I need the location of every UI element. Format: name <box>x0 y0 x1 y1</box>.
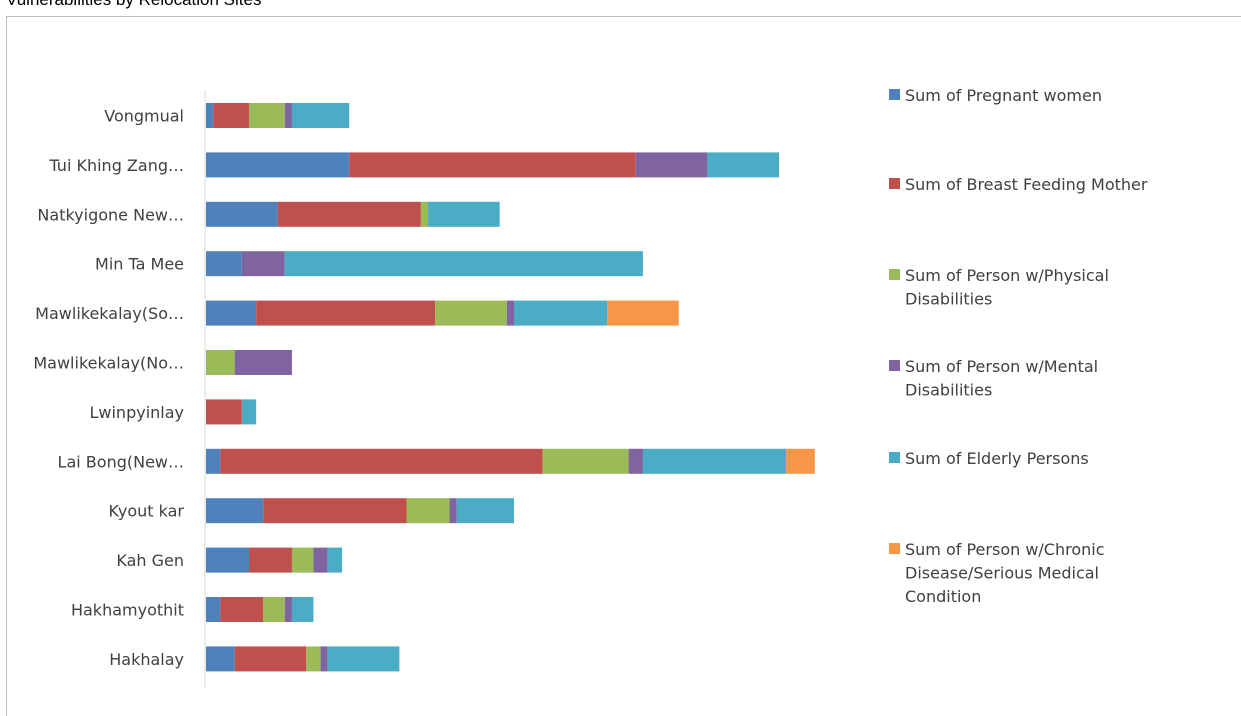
bar-segment <box>349 152 636 178</box>
bar-segment <box>206 399 242 425</box>
legend-swatch <box>889 89 900 100</box>
bar-segment <box>248 103 285 128</box>
bar-segment <box>306 646 321 672</box>
category-label: Kah Gen <box>116 551 184 570</box>
bar-segment <box>206 152 350 178</box>
bar-segment <box>628 448 643 474</box>
legend-swatch <box>889 269 900 280</box>
bar-segment <box>206 597 221 622</box>
bar-segment <box>542 448 629 474</box>
category-label: Lwinpyinlay <box>89 403 184 422</box>
legend-label: Sum of Pregnant women <box>905 86 1102 105</box>
bar-segment <box>206 547 249 573</box>
bar-segment <box>428 201 500 227</box>
category-labels-group: Vongmual Tui Khing Zang… Natkyigone New… Mi… <box>33 107 184 669</box>
bar-segment <box>234 350 292 375</box>
bar-segment <box>291 597 314 622</box>
bar-segment <box>220 448 543 474</box>
bar-segment <box>327 646 400 672</box>
bar-segment <box>241 399 257 425</box>
bar-segment <box>506 300 514 326</box>
bar-segment <box>635 152 708 178</box>
bar-segment <box>313 547 328 573</box>
bar-segment <box>435 300 507 326</box>
bar-segment <box>456 498 514 524</box>
category-label: Hakhalay <box>109 650 184 669</box>
legend-label: Sum of Breast Feeding Mother <box>905 175 1148 194</box>
bar-segment <box>206 300 257 326</box>
legend-swatch <box>889 178 900 189</box>
bar-segment <box>284 251 643 277</box>
category-label: Kyout kar <box>109 502 185 521</box>
bar-segment <box>241 251 285 277</box>
bars-group <box>206 103 815 672</box>
category-label: Hakhamyothit <box>71 601 184 620</box>
bar-segment <box>449 498 457 524</box>
bar-segment <box>256 300 436 326</box>
bar-segment <box>420 201 429 227</box>
bar-segment <box>284 103 292 128</box>
category-label: Vongmual <box>104 107 184 126</box>
category-label: Mawlikekalay(No… <box>33 354 184 373</box>
bar-segment <box>234 646 307 672</box>
bar-segment <box>248 547 292 573</box>
bar-segment <box>642 448 787 474</box>
bar-segment <box>206 646 235 672</box>
category-label: Min Ta Mee <box>95 255 184 274</box>
category-label: Mawlikekalay(So… <box>35 304 184 323</box>
legend-label: Sum of Person w/Chronic Disease/Serious M… <box>905 540 1105 606</box>
bar-segment <box>786 448 815 474</box>
bar-segment <box>406 498 450 524</box>
legend: Sum of Pregnant women Sum of Breast Feedi… <box>889 86 1148 606</box>
category-label: Lai Bong(New… <box>58 452 184 471</box>
bar-segment <box>291 103 350 128</box>
bar-segment <box>206 201 278 227</box>
bar-segment <box>284 597 292 622</box>
bar-segment <box>213 103 249 128</box>
bar-segment <box>320 646 328 672</box>
bar-segment <box>327 547 343 573</box>
bar-segment <box>206 498 264 524</box>
bar-segment <box>220 597 264 622</box>
bar-segment <box>277 201 421 227</box>
bar-segment <box>206 350 235 375</box>
bar-segment <box>206 103 214 128</box>
bar-segment <box>206 448 221 474</box>
legend-label: Sum of Person w/Physical Disabilities <box>905 266 1109 309</box>
legend-swatch <box>889 543 900 554</box>
bar-segment <box>206 251 242 277</box>
bar-segment <box>514 300 608 326</box>
chart-frame <box>6 16 1241 716</box>
legend-swatch <box>889 360 900 371</box>
bar-segment <box>291 547 314 573</box>
category-label: Tui Khing Zang… <box>48 156 184 175</box>
bar-segment <box>263 498 407 524</box>
category-label: Natkyigone New… <box>37 205 184 224</box>
bar-segment <box>607 300 679 326</box>
legend-swatch <box>889 452 900 463</box>
page-title: Vulnerabilities by Relocation Sites <box>6 0 261 10</box>
bar-segment <box>707 152 780 178</box>
bar-segment <box>263 597 285 622</box>
legend-label: Sum of Person w/Mental Disabilities <box>905 357 1098 400</box>
legend-label: Sum of Elderly Persons <box>905 449 1089 468</box>
